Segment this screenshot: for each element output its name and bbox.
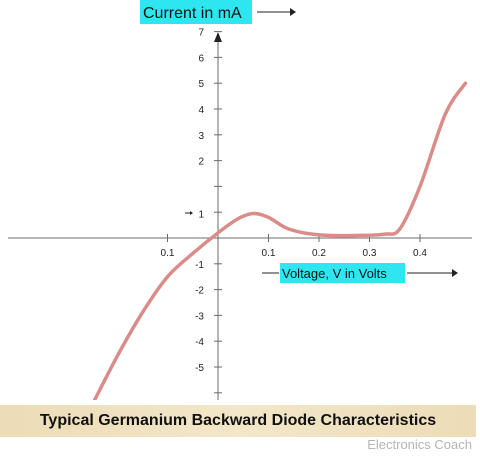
y-tick-label: 4 — [198, 105, 204, 116]
y-axis-title-arrow-head — [290, 8, 296, 16]
y-tick-label: 5 — [198, 79, 204, 90]
ticks: 0.1 0.1 0.2 0.3 0.4 7 6 5 4 3 2 1 -1 -2 -3 -4 -5 — [161, 28, 428, 393]
watermark: Electronics Coach — [367, 437, 472, 452]
chart: 0.1 0.1 0.2 0.3 0.4 7 6 5 4 3 2 1 -1 -2 -3 -4 -5 Current… — [0, 0, 480, 400]
x-axis-title-arrow-head — [452, 269, 458, 277]
y-tick-label: 2 — [198, 157, 204, 168]
x-tick-label: 0.2 — [312, 248, 326, 259]
chart-title: Typical Germanium Backward Diode Charact… — [40, 412, 436, 430]
x-tick-label: 0.1 — [262, 248, 276, 259]
x-axis-title: Voltage, V in Volts — [282, 266, 387, 281]
tick-pointer-mark-head — [190, 211, 193, 215]
y-tick-label: 7 — [198, 28, 204, 39]
y-tick-label: -5 — [195, 363, 204, 374]
chart-title-banner: Typical Germanium Backward Diode Charact… — [0, 405, 476, 437]
y-tick-label: 3 — [198, 131, 204, 142]
x-tick-label: 0.3 — [363, 248, 377, 259]
y-axis-title: Current in mA — [143, 5, 242, 22]
y-tick-label: -2 — [195, 286, 204, 297]
x-tick-label: 0.4 — [413, 248, 427, 259]
y-tick-label: -4 — [195, 337, 204, 348]
y-tick-label: -3 — [195, 311, 204, 322]
characteristic-curve — [92, 83, 466, 400]
curve-layer — [92, 83, 466, 400]
x-tick-label: 0.1 — [161, 248, 175, 259]
y-axis-arrow-head — [214, 32, 222, 42]
y-tick-label: 6 — [198, 53, 204, 64]
y-tick-label: 1 — [198, 209, 204, 220]
y-tick-label: -1 — [195, 260, 204, 271]
